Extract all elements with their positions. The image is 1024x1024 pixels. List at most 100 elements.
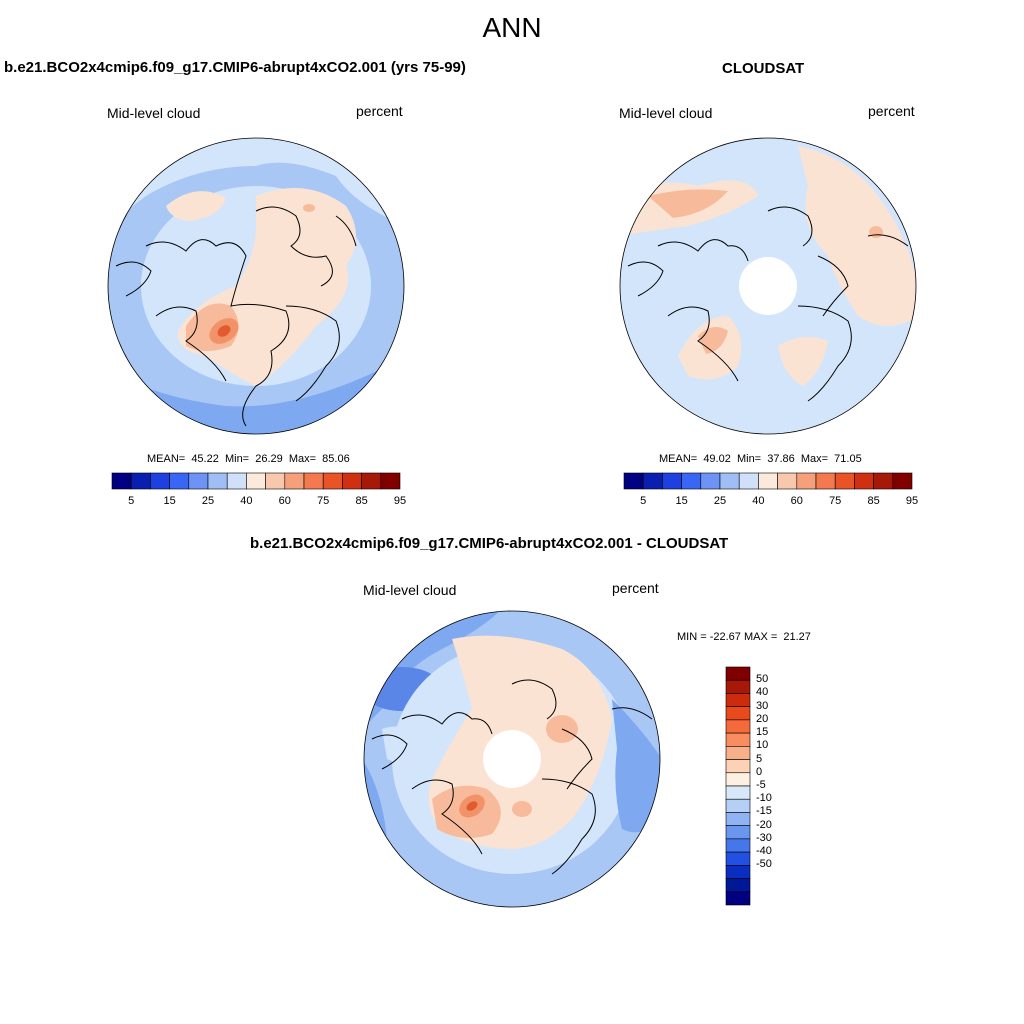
map-field-region	[648, 189, 728, 218]
top-left-polar-map	[107, 137, 405, 435]
colorbar-swatch	[725, 785, 751, 800]
colorbar-swatch	[322, 472, 343, 490]
top-right-polar-map	[619, 137, 917, 435]
colorbar-swatch	[725, 706, 751, 721]
colorbar-swatch	[725, 851, 751, 866]
colorbar-swatch	[681, 472, 702, 490]
colorbar-swatch	[642, 472, 663, 490]
colorbar-swatch	[758, 472, 778, 490]
colorbar-swatch	[725, 865, 751, 879]
colorbar-swatch	[725, 878, 751, 893]
map-field-region	[217, 325, 231, 337]
colorbar-tick-label: 40	[752, 495, 765, 507]
colorbar-swatch	[265, 472, 286, 490]
colorbar-swatch	[725, 825, 751, 840]
colorbar-swatch	[361, 472, 382, 490]
colorbar-tick-label: 5	[640, 495, 647, 507]
top-right-stats: MEAN= 49.02 Min= 37.86 Max= 71.05	[659, 453, 862, 465]
colorbar-tick-label: 60	[790, 495, 803, 507]
colorbar-swatch	[169, 472, 190, 490]
polar-hole	[739, 257, 797, 315]
top-left-stats: MEAN= 45.22 Min= 26.29 Max= 85.06	[147, 453, 350, 465]
colorbar-swatch	[725, 891, 751, 906]
colorbar-swatch	[188, 472, 209, 490]
map-border	[619, 137, 917, 435]
colorbar-tick-label: 60	[278, 495, 291, 507]
polar-hole	[483, 730, 541, 788]
colorbar-tick-label: 40	[756, 686, 769, 699]
colorbar-tick-label: -50	[756, 858, 772, 871]
colorbar-tick-label: 15	[675, 495, 688, 507]
map-field-region	[612, 699, 660, 833]
colorbar-swatch	[150, 472, 170, 490]
map-border	[107, 137, 405, 435]
bottom-colorbar	[725, 666, 751, 906]
colorbar-tick-label: 85	[867, 495, 880, 507]
colorbar-tick-label: -40	[756, 845, 772, 858]
colorbar-swatch	[854, 472, 874, 490]
colorbar-tick-label: 30	[756, 699, 769, 712]
colorbar-swatch	[111, 472, 132, 490]
colorbar-tick-label: 25	[201, 495, 215, 507]
top-left-variable-label: Mid-level cloud	[107, 105, 201, 121]
map-field-region	[466, 801, 478, 811]
colorbar-tick-label: 85	[355, 495, 368, 507]
colorbar-swatch	[777, 472, 798, 490]
colorbar-swatch	[725, 812, 751, 826]
colorbar-swatch	[738, 472, 759, 490]
colorbar-tick-label: -15	[756, 805, 772, 818]
bottom-polar-map	[363, 610, 661, 908]
colorbar-swatch	[725, 693, 751, 707]
colorbar-swatch	[700, 472, 721, 490]
colorbar-swatch	[226, 472, 247, 490]
map-field-region	[512, 801, 532, 817]
colorbar-tick-label: 15	[756, 726, 769, 739]
top-right-units-label: percent	[868, 103, 915, 119]
map-field-region	[798, 146, 916, 326]
colorbar-swatch	[873, 472, 894, 490]
colorbar-swatch	[623, 472, 644, 490]
colorbar-swatch	[380, 472, 401, 490]
top-right-variable-label: Mid-level cloud	[619, 105, 713, 121]
colorbar-tick-label: 40	[240, 495, 253, 507]
top-left-colorbar	[111, 472, 401, 490]
colorbar-swatch	[303, 472, 324, 490]
colorbar-swatch	[207, 472, 228, 490]
colorbar-swatch	[725, 746, 751, 760]
colorbar-swatch	[130, 472, 151, 490]
colorbar-tick-label: 10	[756, 739, 769, 752]
top-left-units-label: percent	[356, 103, 403, 119]
map-field-region	[778, 337, 828, 386]
colorbar-swatch	[834, 472, 855, 490]
bottom-panel-title: b.e21.BCO2x4cmip6.f09_g17.CMIP6-abrupt4x…	[250, 535, 729, 552]
colorbar-swatch	[725, 838, 751, 853]
colorbar-tick-label: 95	[905, 495, 919, 507]
colorbar-tick-label: 75	[317, 495, 330, 507]
colorbar-tick-label: -20	[756, 818, 772, 831]
map-field-region	[166, 191, 226, 221]
colorbar-swatch	[342, 472, 362, 490]
colorbar-tick-label: 0	[756, 765, 763, 778]
colorbar-swatch	[725, 759, 751, 774]
colorbar-swatch	[796, 472, 817, 490]
map-border	[363, 610, 661, 908]
coastlines	[627, 206, 909, 402]
colorbar-tick-label: 75	[829, 495, 842, 507]
figure-title: ANN	[482, 12, 542, 43]
colorbar-tick-label: -5	[756, 779, 766, 791]
bottom-stats: MIN = -22.67 MAX = 21.27	[677, 631, 811, 643]
colorbar-swatch	[892, 472, 913, 490]
colorbar-swatch	[719, 472, 740, 490]
bottom-variable-label: Mid-level cloud	[363, 582, 457, 598]
map-field-region	[869, 226, 883, 238]
colorbar-tick-label: 5	[128, 495, 135, 507]
map-field-region	[303, 204, 315, 212]
colorbar-swatch	[815, 472, 836, 490]
colorbar-swatch	[246, 472, 266, 490]
top-right-panel-title: CLOUDSAT	[722, 60, 805, 77]
colorbar-swatch	[725, 679, 751, 694]
top-left-panel-title: b.e21.BCO2x4cmip6.f09_g17.CMIP6-abrupt4x…	[4, 59, 466, 76]
colorbar-tick-label: 95	[393, 495, 407, 507]
colorbar-swatch	[725, 732, 751, 747]
colorbar-tick-label: 5	[756, 752, 763, 765]
